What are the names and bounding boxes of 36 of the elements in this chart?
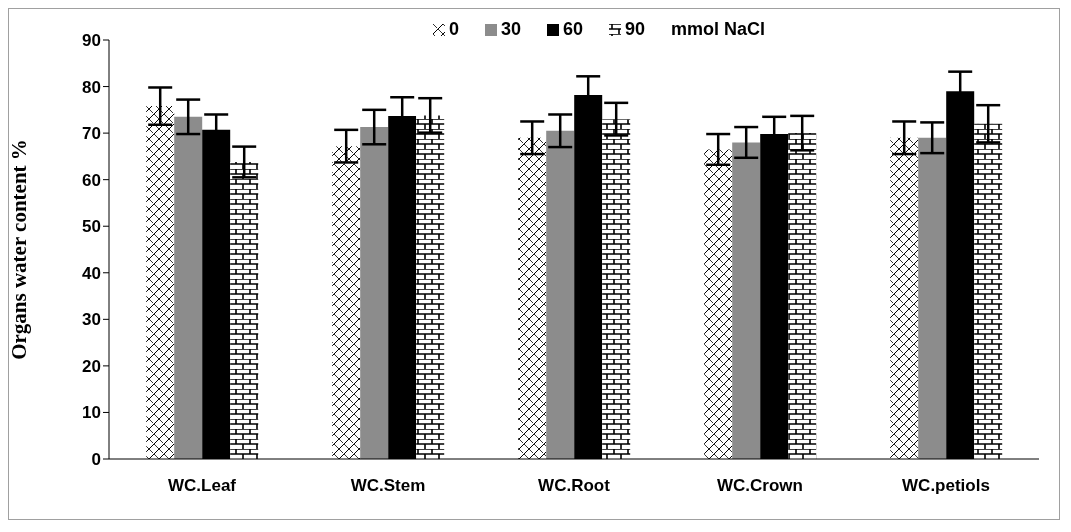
bar: [360, 127, 389, 459]
bar: [546, 130, 575, 459]
legend-label: 0: [447, 19, 459, 40]
y-tick-label: 30: [82, 310, 101, 330]
bar: [332, 146, 361, 459]
y-tick-label: 0: [91, 450, 101, 470]
legend-label: 90: [624, 19, 646, 40]
bar: [230, 161, 259, 459]
y-tick-label: 80: [82, 77, 101, 97]
y-tick-label: 20: [82, 356, 101, 376]
legend-title: mmol NaCl: [671, 19, 766, 40]
y-tick-label: 40: [82, 263, 101, 283]
y-tick-label: 70: [82, 124, 101, 144]
x-tick-label: WC.Crown: [717, 476, 803, 496]
x-tick-label: WC.Leaf: [168, 476, 237, 496]
y-tick-label: 50: [82, 217, 101, 237]
y-tick-label: 90: [82, 31, 101, 51]
y-axis-title: Organs water content %: [7, 139, 32, 360]
x-tick-label: WC.petiols: [902, 476, 990, 496]
bar: [974, 123, 1003, 459]
bar: [146, 106, 175, 459]
y-tick-label: 10: [82, 403, 101, 423]
bar: [174, 116, 203, 459]
legend-label: 60: [561, 19, 583, 40]
bar: [602, 119, 631, 459]
bar: [890, 137, 919, 459]
bar: [416, 115, 445, 459]
bar: [918, 137, 947, 459]
y-tick-label: 60: [82, 170, 101, 190]
x-tick-label: WC.Root: [538, 476, 611, 496]
bar: [704, 149, 733, 459]
legend-label: 30: [499, 19, 521, 40]
bar: [732, 142, 761, 459]
bar: [788, 133, 817, 459]
x-tick-label: WC.Stem: [350, 476, 426, 496]
bar: [518, 137, 547, 459]
